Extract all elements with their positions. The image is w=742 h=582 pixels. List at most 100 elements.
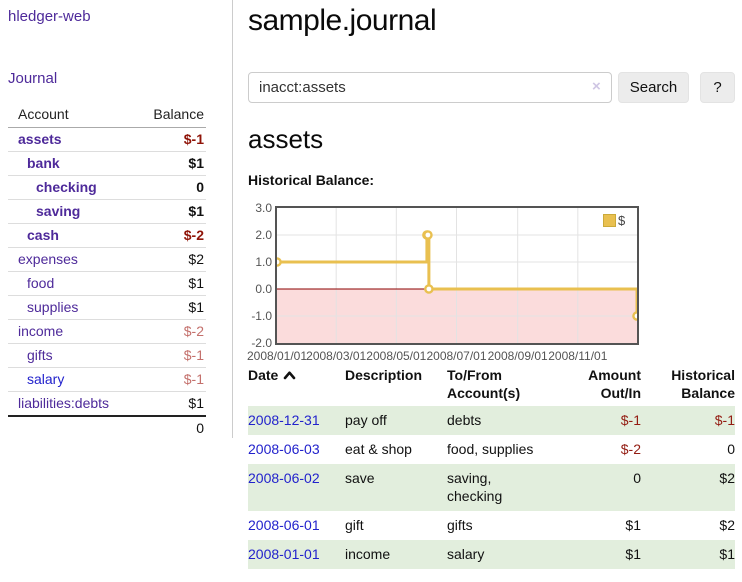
register-table: Date Description To/From Account(s) Amou… bbox=[248, 364, 735, 569]
transaction-amount: $1 bbox=[559, 540, 641, 569]
transaction-accounts: gifts bbox=[447, 517, 473, 533]
register-row: 2008-06-03 eat & shop food, supplies $-2 0 bbox=[248, 435, 735, 464]
account-row: expenses $2 bbox=[8, 247, 206, 272]
account-link[interactable]: assets bbox=[18, 131, 62, 147]
account-link[interactable]: expenses bbox=[18, 251, 78, 267]
account-link[interactable]: salary bbox=[27, 371, 65, 387]
chart-canvas bbox=[272, 208, 642, 343]
accounts-table: Account Balance assets $-1 bank $1 checking 0… bbox=[8, 102, 206, 440]
transaction-accounts: salary bbox=[447, 540, 559, 569]
account-link[interactable]: gifts bbox=[27, 347, 53, 363]
account-link[interactable]: checking bbox=[36, 179, 97, 195]
transaction-accounts: saving, checking bbox=[447, 464, 559, 511]
sidebar-item-journal[interactable]: Journal bbox=[8, 70, 58, 87]
accounts-total: 0 bbox=[130, 415, 206, 440]
account-balance: $1 bbox=[130, 391, 206, 416]
register-header-description: Description bbox=[345, 367, 423, 383]
account-balance: $1 bbox=[130, 151, 206, 176]
chart-legend: $ bbox=[603, 213, 625, 228]
transaction-balance: $-1 bbox=[641, 406, 735, 435]
transaction-date-link[interactable]: 2008-06-03 bbox=[248, 441, 320, 457]
y-axis-tick-label: 0.0 bbox=[255, 282, 272, 296]
account-row: cash $-2 bbox=[8, 223, 206, 248]
account-link[interactable]: supplies bbox=[27, 299, 79, 315]
x-axis-tick-label: 2008/09/01 bbox=[487, 349, 548, 363]
account-balance: $1 bbox=[130, 199, 206, 224]
transaction-date-link[interactable]: 2008-12-31 bbox=[248, 412, 320, 428]
account-row: liabilities:debts $1 bbox=[8, 391, 206, 416]
accounts-header-balance: Balance bbox=[130, 102, 206, 128]
register-row: 2008-12-31 pay off debts $-1 $-1 bbox=[248, 406, 735, 435]
chart-plot-area bbox=[272, 206, 642, 345]
transaction-description: gift bbox=[345, 517, 364, 533]
account-row: saving $1 bbox=[8, 199, 206, 224]
search-button[interactable]: Search bbox=[618, 72, 689, 103]
transaction-description: save bbox=[345, 464, 447, 511]
account-row: salary $-1 bbox=[8, 367, 206, 392]
account-title: assets bbox=[248, 124, 324, 154]
x-axis-tick-label: 2008/03/01 bbox=[306, 349, 367, 363]
page-title: sample.journal bbox=[248, 4, 437, 37]
accounts-header-account: Account bbox=[8, 102, 131, 128]
sidebar: hledger-web Journal Account Balance asse… bbox=[0, 0, 233, 440]
register-header-date[interactable]: Date bbox=[248, 364, 345, 406]
transaction-description: pay off bbox=[345, 406, 447, 435]
historical-balance-chart: 3.0 2.0 1.0 0.0 -1.0 -2.0 2008/01/01 2008/03/0… bbox=[246, 201, 735, 363]
register-header-accounts: To/From Account(s) bbox=[447, 367, 521, 401]
transaction-amount: 0 bbox=[559, 464, 641, 511]
transaction-balance: $2 bbox=[719, 517, 735, 533]
account-link[interactable]: income bbox=[18, 323, 64, 339]
account-balance: $-2 bbox=[130, 223, 206, 248]
account-row: checking 0 bbox=[8, 175, 206, 200]
x-axis-tick-label: 2008/07/01 bbox=[426, 349, 487, 363]
account-row: gifts $-1 bbox=[8, 343, 206, 368]
account-balance: $-1 bbox=[130, 343, 206, 368]
transaction-date-link[interactable]: 2008-01-01 bbox=[248, 546, 320, 562]
account-link[interactable]: saving bbox=[36, 203, 81, 219]
y-axis-tick-label: 3.0 bbox=[255, 201, 272, 215]
account-balance: $-2 bbox=[130, 319, 206, 344]
transaction-amount: $-2 bbox=[620, 441, 641, 457]
transaction-amount: $-1 bbox=[559, 406, 641, 435]
account-row: food $1 bbox=[8, 271, 206, 296]
account-balance: $1 bbox=[130, 295, 206, 320]
account-balance: 0 bbox=[130, 175, 206, 200]
legend-swatch-icon bbox=[603, 214, 616, 227]
main-content: sample.journal × Search ? assets Histori… bbox=[246, 0, 735, 582]
register-row: 2008-06-01 gift gifts $1 $2 bbox=[248, 511, 735, 540]
accounts-total-row: 0 bbox=[8, 415, 206, 440]
transaction-description: eat & shop bbox=[345, 441, 412, 457]
transaction-amount: $1 bbox=[625, 517, 641, 533]
account-link[interactable]: cash bbox=[27, 227, 59, 243]
account-balance: $1 bbox=[130, 271, 206, 296]
register-header-balance: Historical Balance bbox=[671, 367, 735, 401]
transaction-balance: $1 bbox=[641, 540, 735, 569]
search-form: × Search ? bbox=[248, 72, 735, 103]
y-axis-tick-label: 1.0 bbox=[255, 255, 272, 269]
account-link[interactable]: bank bbox=[27, 155, 60, 171]
account-link[interactable]: food bbox=[27, 275, 55, 291]
x-axis-tick-label: 2008/05/01 bbox=[366, 349, 427, 363]
account-balance: $2 bbox=[130, 247, 206, 272]
x-axis-tick-label: 2008/11/01 bbox=[548, 349, 608, 363]
register-header-amount: Amount Out/In bbox=[588, 367, 641, 401]
transaction-date-link[interactable]: 2008-06-02 bbox=[248, 470, 320, 486]
transaction-accounts: debts bbox=[447, 406, 559, 435]
account-row: supplies $1 bbox=[8, 295, 206, 320]
y-axis-tick-label: 2.0 bbox=[255, 228, 272, 242]
transaction-date-link[interactable]: 2008-06-01 bbox=[248, 517, 320, 533]
y-axis-tick-label: -1.0 bbox=[251, 309, 272, 323]
register-row: 2008-01-01 income salary $1 $1 bbox=[248, 540, 735, 569]
help-button[interactable]: ? bbox=[700, 72, 735, 103]
search-input[interactable] bbox=[248, 72, 612, 103]
transaction-balance: 0 bbox=[727, 441, 735, 457]
transaction-description: income bbox=[345, 540, 447, 569]
account-row: assets $-1 bbox=[8, 128, 206, 152]
transaction-balance: $2 bbox=[641, 464, 735, 511]
sort-ascending-icon bbox=[283, 366, 296, 384]
x-axis-tick-label: 2008/01/01 bbox=[246, 349, 308, 363]
y-axis-tick-label: -2.0 bbox=[251, 336, 272, 350]
app-brand-link[interactable]: hledger-web bbox=[8, 8, 91, 25]
clear-search-icon[interactable]: × bbox=[592, 78, 601, 95]
account-link[interactable]: liabilities:debts bbox=[18, 395, 110, 411]
